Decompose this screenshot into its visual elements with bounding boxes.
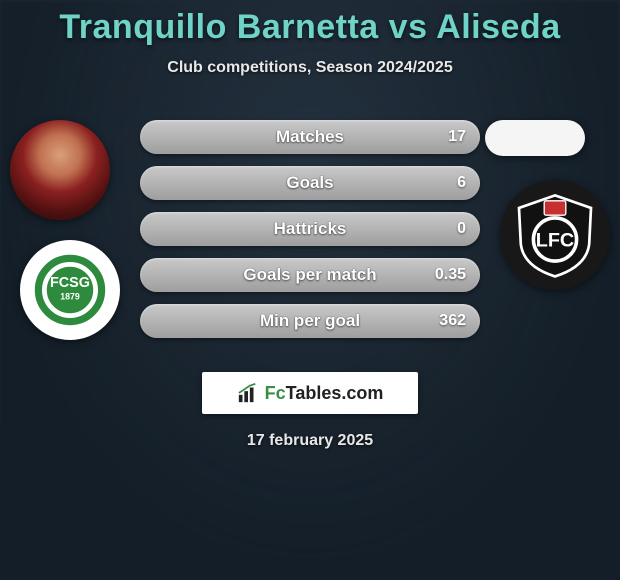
subtitle: Club competitions, Season 2024/2025 bbox=[0, 59, 620, 77]
player-right-avatar bbox=[485, 120, 585, 156]
svg-text:FCSG: FCSG bbox=[50, 275, 90, 291]
stat-right-value: 6 bbox=[457, 174, 466, 192]
footer-brand-suffix: Tables.com bbox=[286, 383, 384, 403]
svg-text:LFC: LFC bbox=[536, 230, 574, 252]
stat-bar: Hattricks 0 bbox=[140, 212, 480, 246]
player-left-avatar bbox=[10, 120, 110, 220]
svg-text:1879: 1879 bbox=[60, 292, 80, 302]
stat-right-value: 0.35 bbox=[435, 266, 466, 284]
club-right-crest: LFC bbox=[500, 180, 610, 290]
footer-brand: FcTables.com bbox=[265, 383, 384, 404]
footer-brand-prefix: Fc bbox=[265, 383, 286, 403]
club-left-crest: FCSG 1879 bbox=[20, 240, 120, 340]
stat-right-value: 17 bbox=[448, 128, 466, 146]
stat-bar: Goals per match 0.35 bbox=[140, 258, 480, 292]
footer-stack: FcTables.com 17 february 2025 bbox=[0, 350, 620, 450]
club-right-crest-svg: LFC bbox=[510, 190, 600, 280]
footer-badge: FcTables.com bbox=[202, 372, 418, 414]
stat-label: Goals per match bbox=[243, 265, 376, 285]
stat-label: Matches bbox=[276, 127, 344, 147]
page-title: Tranquillo Barnetta vs Aliseda bbox=[0, 0, 620, 47]
stat-bar: Goals 6 bbox=[140, 166, 480, 200]
date-text: 17 february 2025 bbox=[0, 432, 620, 450]
stat-label: Hattricks bbox=[274, 219, 347, 239]
stat-bars: Matches 17 Goals 6 Hattricks 0 Goals per… bbox=[140, 120, 480, 338]
content-root: Tranquillo Barnetta vs Aliseda Club comp… bbox=[0, 0, 620, 580]
stat-bar: Matches 17 bbox=[140, 120, 480, 154]
stat-label: Goals bbox=[286, 173, 333, 193]
stat-label: Min per goal bbox=[260, 311, 360, 331]
chart-icon bbox=[237, 382, 259, 404]
stat-bar: Min per goal 362 bbox=[140, 304, 480, 338]
stat-right-value: 0 bbox=[457, 220, 466, 238]
stat-right-value: 362 bbox=[439, 312, 466, 330]
club-left-crest-svg: FCSG 1879 bbox=[30, 250, 110, 330]
